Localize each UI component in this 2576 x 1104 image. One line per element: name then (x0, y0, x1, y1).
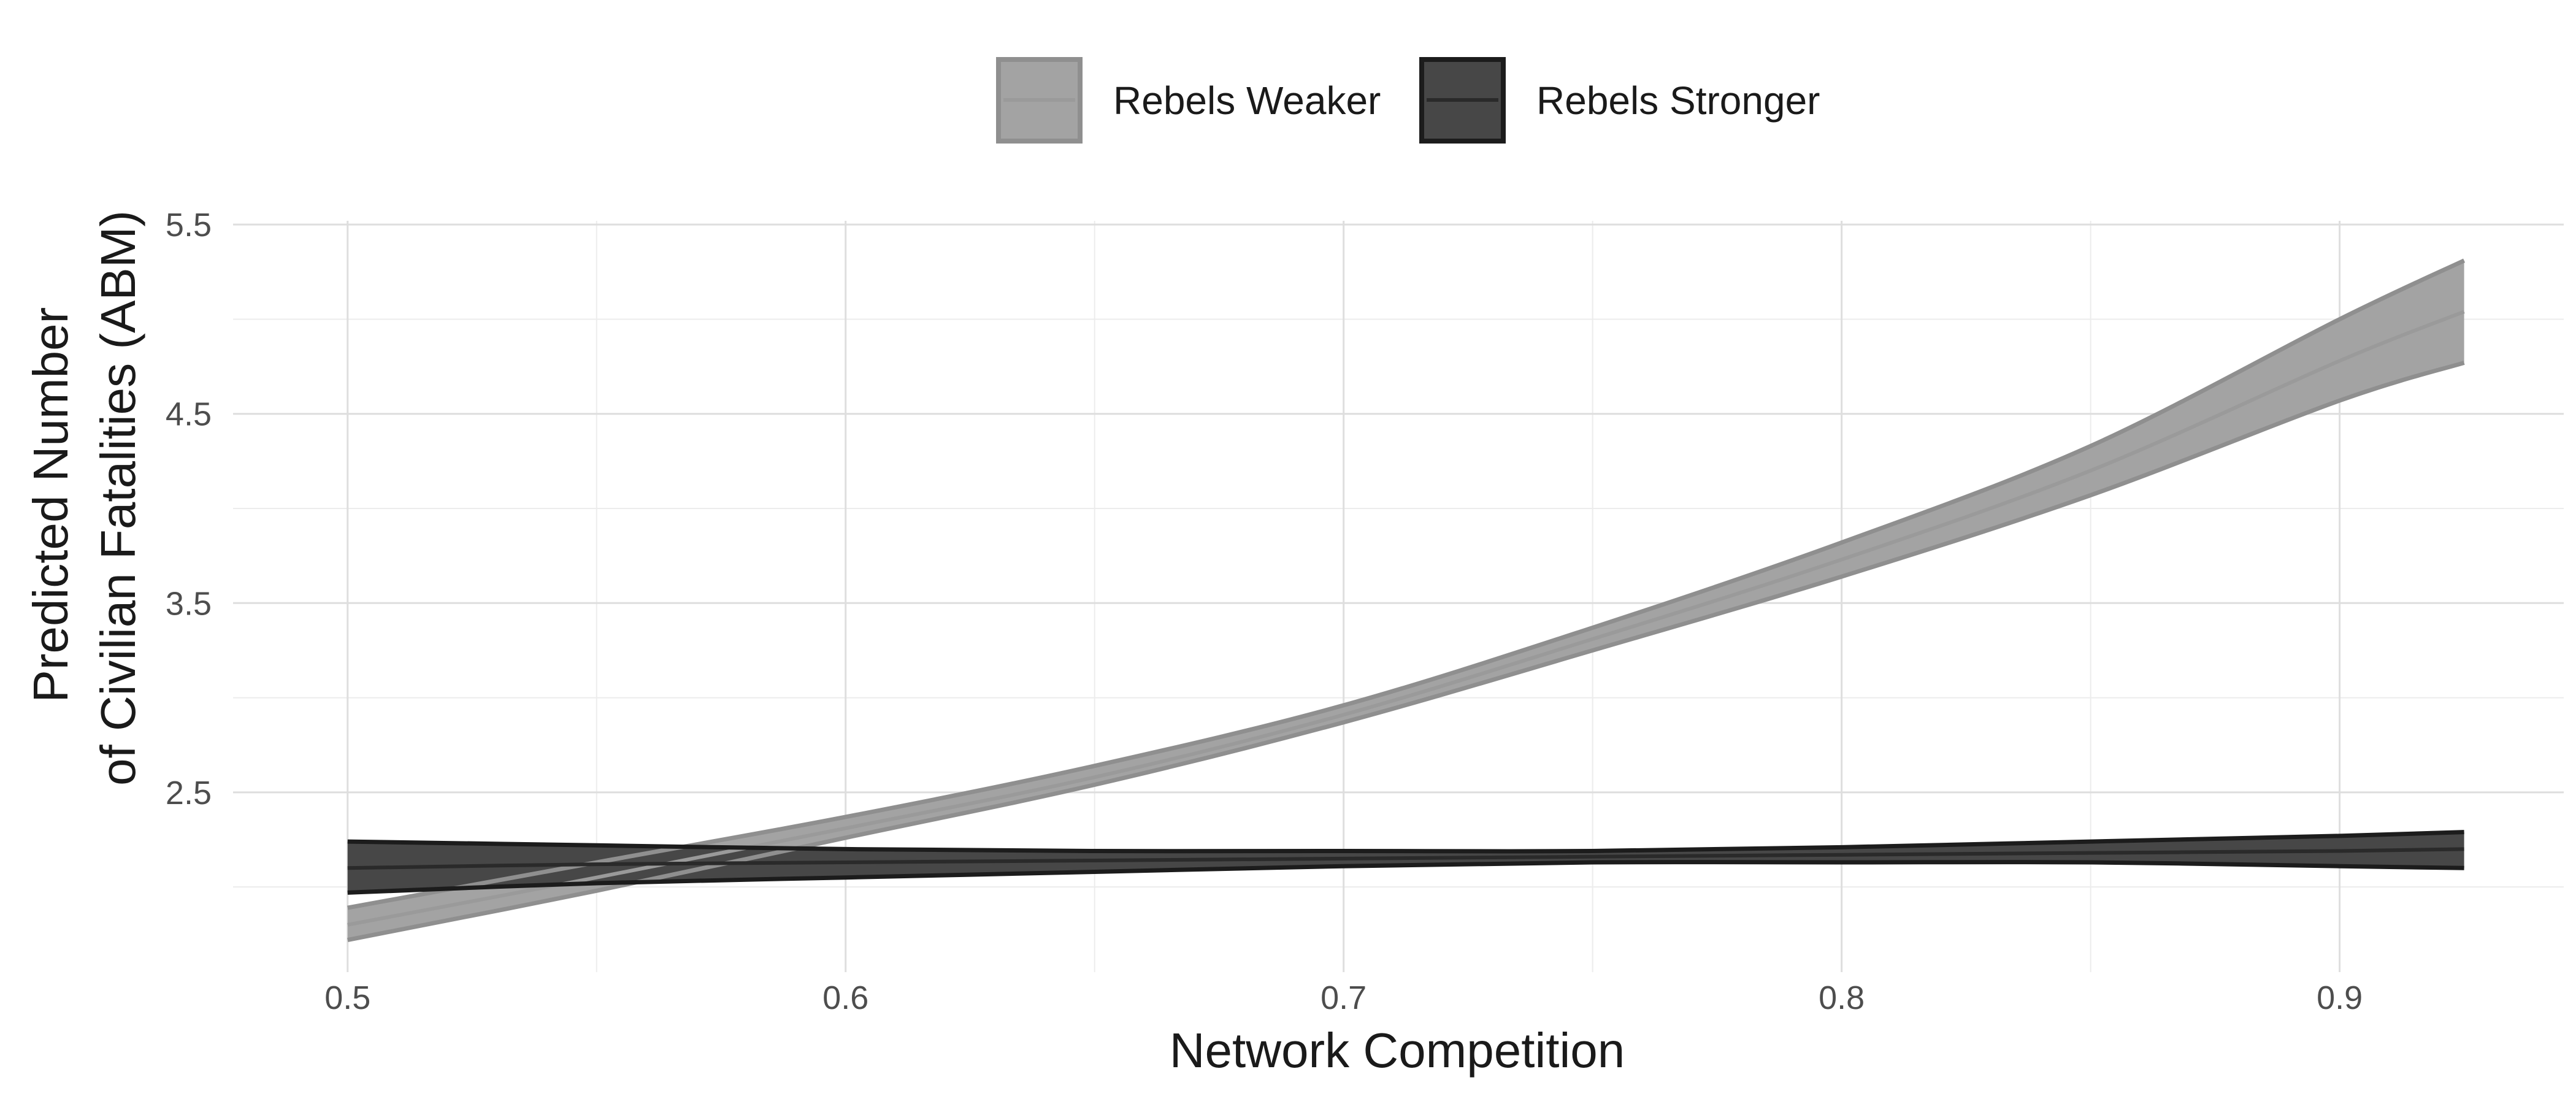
y-tick-label-3: 5.5 (166, 207, 212, 243)
y-axis-title-line-1: Predicted Number (23, 307, 78, 703)
y-axis-title: Predicted Number of Civilian Fatalities … (23, 210, 145, 786)
ribbons-layer (347, 260, 2464, 940)
legend-label-rebels-stronger: Rebels Stronger (1536, 79, 1820, 123)
upper-bound-rebels-stronger (347, 830, 2464, 854)
x-tick-label-0: 0.5 (324, 979, 370, 1016)
lines-layer (347, 258, 2466, 942)
y-axis-title-line-2: of Civilian Fatalities (ABM) (91, 210, 145, 786)
y-tick-label-1: 3.5 (166, 585, 212, 622)
legend: Rebels Weaker Rebels Stronger (996, 57, 1820, 144)
lower-bound-rebels-stronger (347, 860, 2464, 895)
y-tick-label-2: 4.5 (166, 396, 212, 433)
lower-bound-rebels-weaker (347, 361, 2465, 942)
x-axis-title: Network Competition (1170, 1023, 1625, 1078)
upper-bound-rebels-weaker (347, 258, 2466, 910)
x-tick-label-2: 0.7 (1321, 979, 1367, 1016)
ribbon-rebels-weaker (347, 260, 2464, 940)
x-tick-label-4: 0.9 (2317, 979, 2363, 1016)
x-tick-label-1: 0.6 (822, 979, 868, 1016)
tick-labels-layer: 0.5 0.6 0.7 0.8 0.9 2.5 3.5 4.5 5.5 (166, 207, 2363, 1016)
x-tick-label-3: 0.8 (1819, 979, 1865, 1016)
legend-label-rebels-weaker: Rebels Weaker (1113, 79, 1381, 123)
y-tick-label-0: 2.5 (166, 775, 212, 811)
line-rebels-stronger (347, 847, 2464, 870)
line-rebels-weaker (347, 310, 2465, 927)
